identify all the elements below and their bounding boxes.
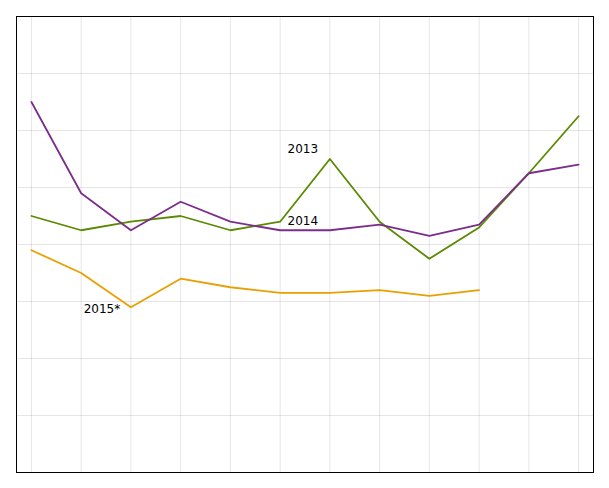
- svg-text:2013: 2013: [288, 142, 319, 156]
- svg-text:2015*: 2015*: [84, 302, 121, 316]
- svg-text:2014: 2014: [288, 214, 319, 228]
